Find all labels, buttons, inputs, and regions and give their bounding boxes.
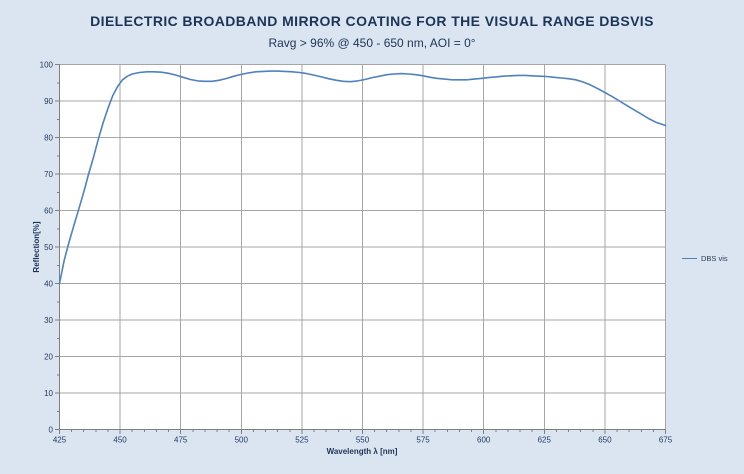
y-tick-label: 70 <box>44 170 53 179</box>
y-tick-label: 90 <box>44 97 53 106</box>
x-tick-label: 650 <box>598 436 612 445</box>
y-tick-label: 80 <box>44 133 53 142</box>
y-tick-label: 50 <box>44 243 53 252</box>
chart-title: DIELECTRIC BROADBAND MIRROR COATING FOR … <box>90 13 654 29</box>
y-tick-label: 60 <box>44 206 53 215</box>
y-tick-label: 100 <box>40 60 54 69</box>
x-tick-label: 425 <box>53 436 67 445</box>
x-tick-label: 500 <box>235 436 249 445</box>
legend: DBS vis <box>682 254 728 263</box>
y-tick-label: 40 <box>44 279 53 288</box>
x-tick-label: 525 <box>295 436 309 445</box>
x-tick-label: 600 <box>477 436 491 445</box>
x-tick-label: 675 <box>659 436 673 445</box>
x-tick-label: 450 <box>113 436 127 445</box>
y-tick-label: 20 <box>44 352 53 361</box>
x-tick-label: 550 <box>356 436 370 445</box>
y-axis-title: Reflection[%] <box>32 221 41 273</box>
x-tick-label: 575 <box>416 436 430 445</box>
reflection-curve <box>58 70 667 285</box>
legend-label: DBS vis <box>701 254 728 263</box>
x-axis-title: Wavelength λ [nm] <box>326 447 398 456</box>
y-tick-label: 30 <box>44 316 53 325</box>
y-tick-label: 10 <box>44 389 53 398</box>
legend-line-marker <box>682 257 697 260</box>
x-tick-label: 625 <box>538 436 552 445</box>
x-tick-label: 475 <box>174 436 188 445</box>
y-tick-label: 0 <box>49 425 54 434</box>
chart-subtitle: Ravg > 96% @ 450 - 650 nm, AOI = 0° <box>268 36 476 50</box>
